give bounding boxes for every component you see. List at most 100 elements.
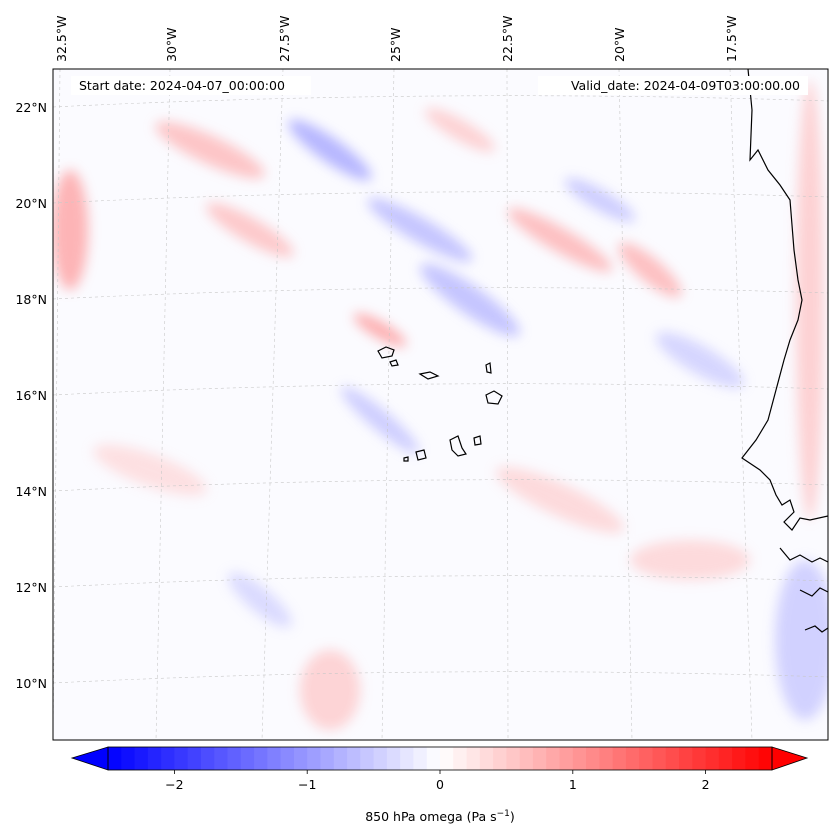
graticule-meridian — [155, 69, 171, 740]
colorbar-step — [732, 747, 746, 770]
africa-coastline — [741, 69, 828, 531]
omega-patch-positive — [206, 202, 294, 258]
graticule-parallel — [53, 191, 828, 204]
omega-patch-positive — [300, 650, 360, 730]
graticule-meridian — [53, 69, 61, 740]
omega-patch-positive — [507, 208, 613, 272]
omega-patch-positive — [53, 170, 88, 290]
colorbar-steps — [108, 747, 773, 770]
lon-label: 17.5°W — [724, 16, 739, 62]
lon-label: 32.5°W — [54, 16, 69, 62]
colorbar-step — [360, 747, 375, 770]
colorbar-step — [161, 747, 175, 770]
island-boa-vista — [485, 390, 503, 405]
graticule-meridian — [381, 69, 395, 740]
lat-label: 10°N — [15, 676, 47, 691]
island-santiago — [449, 435, 467, 457]
lon-label: 25°W — [388, 27, 403, 62]
omega-patch-negative — [420, 263, 520, 337]
colorbar-tick-label: 0 — [436, 777, 444, 792]
graticule-parallel — [53, 95, 828, 108]
colorbar-step — [625, 747, 640, 770]
colorbar-step — [240, 747, 255, 770]
colorbar-step — [639, 747, 653, 770]
graticule-meridian — [729, 69, 753, 740]
graticule-parallel — [53, 287, 828, 300]
lat-label: 22°N — [15, 100, 47, 115]
colorbar-step — [679, 747, 693, 770]
colorbar-tick-label: 2 — [702, 777, 710, 792]
colorbar-step — [745, 747, 760, 770]
graticule — [53, 69, 828, 740]
omega-patch-positive — [796, 80, 824, 520]
colorbar-step — [187, 747, 202, 770]
island-fogo — [415, 449, 427, 461]
colorbar-step — [134, 747, 149, 770]
island-sao-vicente — [389, 359, 399, 367]
valid-date-box — [538, 76, 808, 95]
island-brava — [403, 456, 409, 462]
omega-patch-positive — [618, 242, 682, 298]
colorbar-label: 850 hPa omega (Pa s−1) — [365, 809, 515, 824]
island-sal — [485, 362, 492, 374]
omega-field — [53, 69, 828, 740]
omega-patch-negative — [341, 386, 419, 454]
colorbar-step — [586, 747, 600, 770]
colorbar-step — [692, 747, 707, 770]
coastline — [741, 69, 828, 633]
colorbar-tick-label: −2 — [165, 777, 183, 792]
colorbar-tick-label: 1 — [569, 777, 577, 792]
colorbar-step — [612, 747, 627, 770]
omega-patch-negative — [228, 572, 292, 628]
graticule-parallel — [53, 671, 828, 684]
graticule-parallel — [53, 575, 828, 588]
colorbar-step — [493, 747, 507, 770]
omega-patch-negative — [367, 198, 473, 262]
island-sao-nicolau — [418, 371, 440, 380]
colorbar-step — [440, 747, 454, 770]
colorbar-step — [426, 747, 441, 770]
lat-label: 16°N — [15, 388, 47, 403]
omega-patch-negative — [656, 332, 744, 388]
omega-patch-positive — [630, 540, 750, 580]
omega-patch-negative — [775, 560, 828, 720]
colorbar-step — [333, 747, 348, 770]
colorbar-step — [174, 747, 189, 770]
cape-verde-islands — [377, 346, 503, 462]
colorbar-step — [572, 747, 587, 770]
lat-label: 12°N — [15, 580, 47, 595]
colorbar-step — [400, 747, 414, 770]
colorbar-step — [466, 747, 481, 770]
colorbar: −2 −1 0 1 2 850 hPa omega (Pa s−1) — [70, 746, 809, 824]
colorbar-step — [267, 747, 282, 770]
longitude-labels: 32.5°W 30°W 27.5°W 25°W 22.5°W 20°W 17.5… — [54, 16, 739, 62]
colorbar-step — [705, 747, 720, 770]
omega-patch-positive — [353, 313, 407, 347]
colorbar-ticks: −2 −1 0 1 2 — [165, 770, 710, 792]
colorbar-step — [227, 747, 242, 770]
lon-label: 22.5°W — [500, 16, 515, 62]
colorbar-step — [718, 747, 733, 770]
colorbar-extend-max — [771, 746, 809, 771]
africa-coastline — [804, 625, 828, 633]
latitude-labels: 22°N 20°N 18°N 16°N 14°N 12°N 10°N — [15, 100, 47, 691]
map-frame — [52, 68, 829, 741]
africa-coastline — [779, 547, 828, 563]
colorbar-step — [147, 747, 162, 770]
graticule-parallel — [53, 383, 828, 396]
graticule-parallel — [53, 479, 828, 492]
colorbar-step — [347, 747, 361, 770]
colorbar-step — [307, 747, 321, 770]
colorbar-step — [214, 747, 229, 770]
start-date-text: Start date: 2024-04-07_00:00:00 — [79, 78, 285, 93]
colorbar-step — [559, 747, 574, 770]
africa-coastline — [799, 587, 828, 597]
omega-patch-positive — [155, 121, 265, 179]
colorbar-step — [320, 747, 335, 770]
colorbar-step — [108, 747, 122, 770]
colorbar-step — [665, 747, 680, 770]
colorbar-step — [453, 747, 468, 770]
graticule-meridian — [618, 69, 633, 740]
omega-patch-negative — [565, 178, 635, 222]
colorbar-step — [532, 747, 547, 770]
